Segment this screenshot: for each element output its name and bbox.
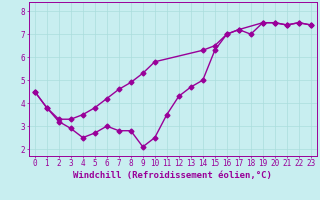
- X-axis label: Windchill (Refroidissement éolien,°C): Windchill (Refroidissement éolien,°C): [73, 171, 272, 180]
